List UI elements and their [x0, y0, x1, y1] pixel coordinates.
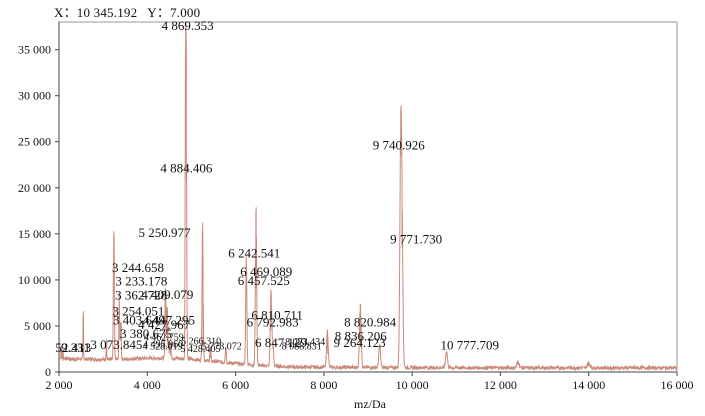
x-tick-label: 16 000 [661, 378, 694, 392]
x-tick-label: 2 000 [46, 378, 73, 392]
peak-label: 5 428.405 [180, 344, 220, 355]
peak-label: 3 073.845 [90, 337, 142, 352]
spectrum-trace [58, 21, 678, 372]
peak-label: 6 469.089 [240, 264, 292, 279]
peak-label: 4 884.406 [160, 161, 213, 176]
peak-label: 4 528.019 [143, 341, 183, 352]
x-tick-label: 10 000 [396, 378, 429, 392]
x-axis-label: mz/Da [354, 397, 387, 411]
peak-label: 4 462.759 [144, 332, 184, 343]
peak-label: 6 847.129 [255, 335, 307, 350]
peak-label: 3 362.728 [115, 288, 167, 303]
peak-label: 4 427.967 [138, 317, 191, 332]
peak-label: 9 771.730 [390, 232, 442, 247]
peak-label: 4 409.079 [141, 287, 193, 302]
peak-label: 5 778.072 [202, 341, 242, 352]
peak-label: 6 810.711 [251, 307, 303, 322]
peak-label: 9.331 [61, 340, 90, 355]
peak-label: 8 820.984 [344, 315, 397, 330]
peak-label: 6 242.541 [228, 245, 280, 260]
y-tick-label: 5 000 [24, 319, 51, 333]
y-tick-label: 10 000 [18, 273, 51, 287]
peak-label: 9 264.123 [334, 335, 386, 350]
peak-label: 52.413 [55, 340, 91, 355]
peak-label: 6 792.983 [247, 315, 299, 330]
y-tick-label: 15 000 [18, 227, 51, 241]
y-tick-label: 0 [45, 365, 51, 379]
peak-label: 6 457.525 [238, 273, 290, 288]
y-tick-label: 25 000 [18, 135, 51, 149]
peak-label: 4 447.295 [143, 313, 195, 328]
peak-label: 3 403.649 [113, 313, 165, 328]
peak-label: 3 244.658 [112, 260, 164, 275]
x-tick-label: 8 000 [310, 378, 337, 392]
x-tick-label: 14 000 [572, 378, 605, 392]
peak-label: 3 254.051 [112, 303, 164, 318]
x-tick-label: 12 000 [484, 378, 517, 392]
peak-label: 8 073.434 [285, 337, 325, 348]
peak-label: 5 266.310 [181, 336, 221, 347]
peak-label: 3 233.178 [115, 274, 167, 289]
peak-label: 3 380.675 [120, 326, 172, 341]
peak-label: 5 250.977 [139, 225, 192, 240]
x-tick-label: 6 000 [222, 378, 249, 392]
x-axis: 2 000 4 000 6 000 8 000 10 000 12 000 14 000 16… [46, 372, 694, 392]
peak-label: 4 495.960 [143, 340, 183, 351]
y-tick-label: 30 000 [18, 89, 51, 103]
peak-label: 8 088.831 [282, 342, 322, 353]
cursor-y-readout: Y：7.000 [147, 5, 201, 20]
y-axis: 0 5 000 10 000 15 000 20 000 25 000 30 000 35 0… [18, 43, 59, 379]
cursor-readout: X：10 345.192 Y：7.000 [54, 2, 210, 21]
peak-label: 9 740.926 [373, 138, 426, 153]
peak-label: 8 836.206 [335, 328, 388, 343]
y-tick-label: 20 000 [18, 181, 51, 195]
cursor-x-readout: X：10 345.192 [54, 5, 138, 20]
peak-label: 10 777.709 [440, 337, 499, 352]
peak-label: 4 869.353 [162, 18, 214, 33]
y-tick-label: 35 000 [18, 43, 51, 57]
x-tick-label: 4 000 [134, 378, 161, 392]
